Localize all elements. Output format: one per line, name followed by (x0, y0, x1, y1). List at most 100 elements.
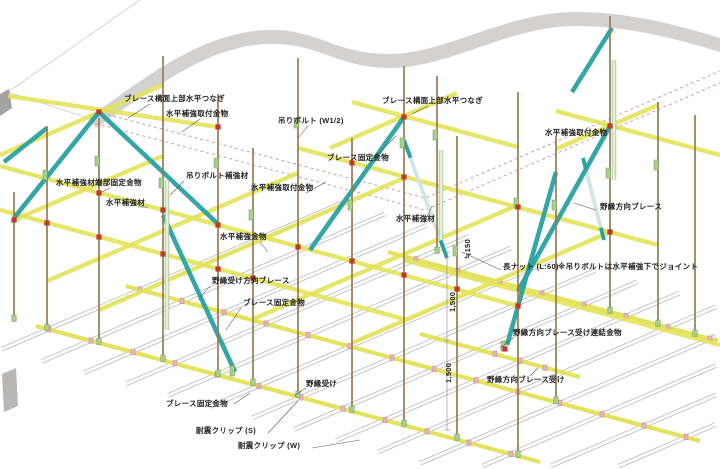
hanger-clip (349, 405, 355, 413)
label-leader-line (197, 285, 211, 301)
label-seismic-clip-w: 耐震クリップ (W) (238, 441, 301, 450)
diagonal-brace (12, 110, 101, 220)
seismic-clip (305, 331, 311, 338)
hanger-clip (295, 390, 301, 398)
label-leader-line (169, 180, 185, 196)
brace-connector-node (96, 234, 102, 240)
label-leader-line (297, 125, 309, 139)
ceiling-channel-face (618, 423, 717, 468)
seismic-clip (88, 337, 94, 344)
hanger-clip (515, 450, 521, 458)
seismic-clip (641, 422, 647, 429)
dashed-reference-line (89, 70, 720, 199)
hanger-clip (160, 354, 166, 362)
hanger-clip (11, 314, 17, 322)
label-leader-line (423, 205, 433, 224)
label-leader-line (181, 118, 201, 133)
brace-connector-node (454, 286, 460, 292)
label-horiz-reinf-fitting-topleft: 水平補強取付金物 (166, 109, 229, 118)
seismic-clip (263, 320, 269, 327)
label-leader-line (305, 181, 327, 194)
coupler-block (248, 209, 254, 221)
label-leader-line (267, 400, 299, 434)
label-dim-1500-lower: 1,500 (444, 362, 453, 383)
label-joist-brace-receiver: 野縁方向ブレース受け (487, 375, 565, 384)
hanger-clip (434, 246, 440, 254)
label-leader-line (127, 103, 151, 119)
label-leader-line (233, 392, 251, 405)
brace-connector-node (607, 123, 613, 129)
label-joist-brace-receiver-connector: 野縁方向ブレース受け連結金物 (513, 328, 622, 337)
label-horiz-reinf-fitting-center: 水平補強取付金物 (251, 183, 314, 192)
coupler-block (94, 155, 100, 167)
brace-connector-node (502, 346, 508, 352)
horizontal-reinforcement-member (351, 99, 519, 150)
coupler-block (551, 199, 557, 211)
seismic-clip (340, 405, 346, 412)
seismic-clip (492, 350, 498, 357)
label-bolt-reinforcement: 吊りボルト補強材 (186, 171, 249, 180)
label-leader-line (101, 187, 111, 193)
label-leader-line (529, 367, 539, 377)
seismic-clip (542, 364, 548, 371)
seismic-clip (466, 439, 472, 446)
dashed-reference-line (89, 82, 720, 211)
seismic-clip (431, 365, 437, 372)
label-leader-line (461, 251, 502, 271)
brace-connector-node (349, 258, 355, 264)
coupler-block (213, 157, 219, 169)
hanger-clip (553, 396, 559, 404)
brace-connector-node (160, 207, 166, 213)
brace-connector-node (96, 109, 102, 115)
hanger-clip (96, 337, 102, 345)
coupler-block (432, 129, 438, 141)
horizontal-reinforcement-member (297, 145, 659, 248)
label-leader-line (293, 387, 307, 397)
coupler-block (605, 167, 611, 179)
diagonal-brace (160, 214, 238, 373)
slab-edge-line (7, 0, 141, 93)
label-horiz-reinf-left: 水平補強材 (106, 198, 145, 207)
horizontal-reinforcement-member (555, 108, 720, 158)
label-brace-fix-bottom: ブレース固定金物 (166, 399, 229, 408)
brace-connector-node (250, 275, 256, 281)
ceiling-carrier-bar (419, 331, 581, 380)
diagonal-brace (2, 126, 49, 164)
hanger-clip (607, 306, 613, 314)
seismic-clip (557, 399, 563, 406)
pale-brace-end (438, 239, 449, 259)
label-long-nut: 長ナット (L:60) (503, 262, 559, 271)
brace-connector-node (160, 251, 166, 257)
label-leader-line (573, 202, 597, 211)
label-horiz-reinf-center: 水平補強材 (396, 214, 435, 223)
seismic-clip (221, 309, 227, 316)
ceiling-channel-face (550, 393, 717, 468)
brace-connector-node (515, 303, 521, 309)
label-leader-line (259, 241, 269, 253)
brace-connector-node (11, 217, 17, 223)
hanger-clip (655, 319, 661, 327)
diagonal-brace (97, 110, 220, 226)
wall-foot-edge (2, 368, 18, 412)
horizontal-reinforcement-member (7, 93, 219, 130)
label-carrier-dir-brace: 野縁受け方向ブレース (212, 276, 290, 285)
seismic-clip (130, 348, 136, 355)
pale-brace-end (402, 139, 413, 159)
label-leader-line (369, 135, 397, 163)
label-dim-150: ≒150 (463, 239, 472, 259)
coupler-block (42, 169, 48, 181)
ceiling-channel-face (83, 223, 428, 374)
diagonal-brace (308, 115, 406, 252)
brace-connector-node (607, 229, 613, 235)
seismic-clip (179, 297, 185, 304)
label-leader-line (311, 439, 361, 449)
label-horiz-reinf-fitting-right: 水平補強取付金物 (545, 128, 608, 137)
seismic-clip (599, 411, 605, 418)
hanger-clip (44, 323, 50, 331)
coupler-block (158, 177, 164, 189)
ceiling-carrier-bar (125, 283, 701, 444)
brace-connector-node (401, 272, 407, 278)
label-brace-fix-top: ブレース固定金物 (327, 153, 390, 162)
